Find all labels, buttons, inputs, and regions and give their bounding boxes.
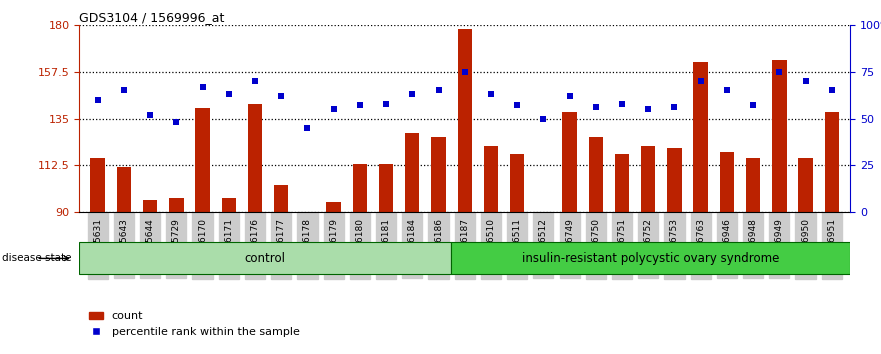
- Point: [432, 87, 446, 93]
- Bar: [667, 148, 682, 212]
- Point: [773, 69, 787, 74]
- Bar: [720, 152, 734, 212]
- Bar: [405, 133, 419, 212]
- Point: [117, 87, 131, 93]
- Bar: [274, 185, 288, 212]
- Point: [91, 97, 105, 103]
- Bar: [798, 158, 813, 212]
- Point: [458, 69, 472, 74]
- Point: [405, 91, 419, 97]
- Point: [300, 125, 315, 131]
- Point: [143, 112, 157, 118]
- Bar: [221, 198, 236, 212]
- Point: [222, 91, 236, 97]
- Point: [248, 78, 262, 84]
- Bar: [562, 112, 577, 212]
- Bar: [537, 212, 551, 227]
- Bar: [327, 202, 341, 212]
- Point: [798, 78, 812, 84]
- Bar: [432, 137, 446, 212]
- FancyBboxPatch shape: [79, 242, 451, 274]
- Point: [641, 106, 655, 112]
- Bar: [772, 60, 787, 212]
- Point: [484, 91, 498, 97]
- Bar: [300, 212, 315, 227]
- Bar: [169, 198, 183, 212]
- Point: [693, 78, 707, 84]
- Bar: [352, 165, 367, 212]
- Point: [274, 93, 288, 99]
- Point: [668, 104, 682, 110]
- Bar: [248, 104, 263, 212]
- Point: [379, 101, 393, 107]
- Text: insulin-resistant polycystic ovary syndrome: insulin-resistant polycystic ovary syndr…: [522, 252, 780, 265]
- Bar: [589, 137, 603, 212]
- Bar: [143, 200, 158, 212]
- Point: [510, 103, 524, 108]
- Point: [537, 116, 551, 121]
- Legend: count, percentile rank within the sample: count, percentile rank within the sample: [85, 307, 304, 341]
- Bar: [484, 146, 498, 212]
- Bar: [196, 108, 210, 212]
- Point: [327, 106, 341, 112]
- FancyBboxPatch shape: [451, 242, 850, 274]
- Text: disease state: disease state: [2, 253, 71, 263]
- Bar: [457, 29, 472, 212]
- Point: [615, 101, 629, 107]
- Bar: [91, 158, 105, 212]
- Point: [746, 103, 760, 108]
- Bar: [746, 158, 760, 212]
- Point: [196, 84, 210, 90]
- Text: GDS3104 / 1569996_at: GDS3104 / 1569996_at: [79, 11, 225, 24]
- Bar: [116, 166, 131, 212]
- Bar: [825, 112, 839, 212]
- Bar: [615, 154, 629, 212]
- Point: [352, 103, 366, 108]
- Bar: [379, 165, 393, 212]
- Point: [825, 87, 839, 93]
- Bar: [641, 146, 655, 212]
- Point: [589, 104, 603, 110]
- Point: [720, 87, 734, 93]
- Point: [169, 120, 183, 125]
- Text: control: control: [245, 252, 285, 265]
- Bar: [693, 62, 708, 212]
- Bar: [510, 154, 524, 212]
- Point: [563, 93, 577, 99]
